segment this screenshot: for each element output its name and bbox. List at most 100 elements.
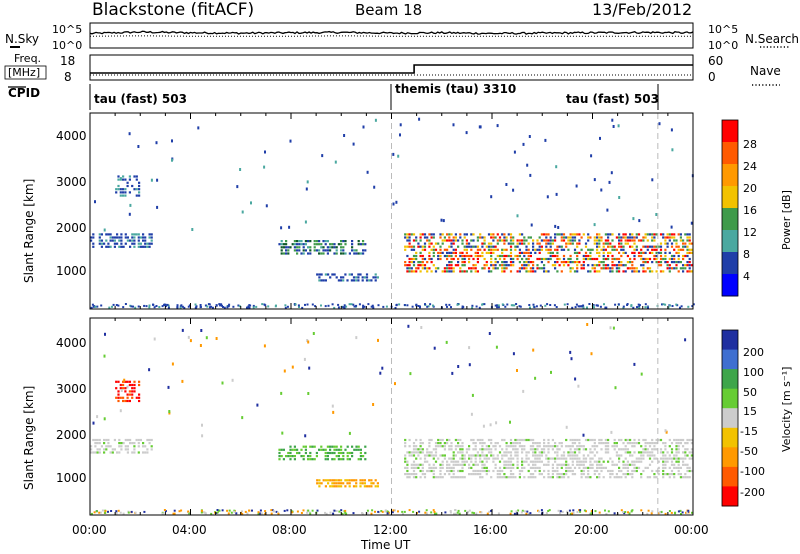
xtick-0000: 00:00 (72, 523, 107, 537)
heatmap-cell (540, 248, 543, 251)
heatmap-cell (362, 249, 365, 252)
ground-scatter-cell (246, 512, 249, 515)
heatmap-cell (138, 383, 141, 387)
heatmap-cell (487, 270, 491, 273)
heatmap-cell (673, 457, 676, 460)
heatmap-cell (406, 473, 409, 476)
heatmap-cell (90, 239, 93, 242)
heatmap-cell (419, 233, 422, 236)
heatmap-cell (558, 442, 561, 445)
ground-scatter-cell (199, 306, 202, 309)
heatmap-cell (443, 248, 446, 251)
ground-scatter-cell (344, 509, 347, 512)
ground-scatter-cell (179, 306, 182, 309)
heatmap-cell (651, 261, 654, 264)
heatmap-cell (434, 267, 438, 270)
vel-ytick-4000: 4000 (56, 336, 87, 350)
heatmap-cell (675, 442, 678, 445)
heatmap-cell (417, 463, 420, 466)
heatmap-cell (626, 442, 629, 445)
heatmap-cell (670, 242, 674, 245)
heatmap-cell (602, 248, 605, 251)
heatmap-cell (587, 248, 590, 251)
heatmap-cell (124, 380, 127, 383)
heatmap-cell (540, 257, 543, 261)
power-ylabel: Slant Range [km] (22, 179, 36, 283)
heatmap-cell (657, 245, 660, 248)
heatmap-cell (133, 175, 136, 178)
heatmap-cell (631, 261, 634, 264)
heatmap-cell (620, 254, 623, 258)
heatmap-cell (549, 245, 552, 248)
heatmap-cell (607, 245, 610, 248)
ground-scatter-cell (535, 305, 538, 308)
heatmap-cell (551, 473, 554, 476)
ground-scatter-cell (275, 510, 278, 513)
heatmap-cell (569, 242, 572, 245)
heatmap-cell (126, 445, 129, 448)
x-axis: 00:00 04:00 08:00 12:00 16:00 20:00 00:0… (72, 523, 709, 552)
heatmap-cell (443, 445, 446, 448)
sparse-cell (516, 214, 519, 218)
heatmap-cell (622, 248, 625, 251)
heatmap-cell (470, 239, 473, 242)
heatmap-cell (666, 267, 669, 270)
ground-scatter-cell (252, 306, 255, 309)
ground-scatter-cell (244, 510, 247, 513)
heatmap-cell (646, 261, 649, 264)
heatmap-cell (498, 473, 502, 476)
heatmap-cell (481, 460, 484, 463)
heatmap-cell (476, 248, 479, 251)
ground-scatter-cell (377, 304, 380, 307)
heatmap-cell (117, 188, 120, 191)
heatmap-cell (355, 276, 358, 279)
ground-scatter-cell (311, 303, 314, 306)
ground-scatter-cell (579, 509, 582, 512)
heatmap-cell (516, 442, 519, 445)
heatmap-cell (642, 270, 645, 273)
heatmap-cell (558, 473, 561, 476)
heatmap-cell (448, 267, 451, 270)
heatmap-cell (635, 469, 638, 473)
heatmap-cell (521, 233, 524, 236)
heatmap-cell (441, 466, 444, 469)
heatmap-cell (505, 254, 508, 258)
heatmap-cell (351, 451, 354, 455)
heatmap-cell (459, 267, 462, 270)
heatmap-cell (419, 261, 422, 264)
sparse-cell (352, 142, 355, 146)
heatmap-cell (651, 438, 654, 442)
heatmap-cell (428, 254, 431, 258)
heatmap-cell (646, 239, 649, 242)
heatmap-cell (465, 451, 468, 454)
heatmap-cell (439, 463, 442, 466)
heatmap-cell (629, 257, 632, 261)
heatmap-cell (686, 254, 689, 258)
heatmap-cell (131, 396, 134, 399)
heatmap-cell (490, 242, 493, 245)
ground-scatter-cell (475, 512, 478, 515)
heatmap-cell (637, 251, 641, 254)
heatmap-cell (567, 451, 570, 454)
heatmap-cell (615, 476, 618, 479)
heatmap-cell (648, 463, 652, 466)
ground-scatter-cell (180, 509, 183, 512)
heatmap-cell (346, 451, 349, 455)
heatmap-cell (344, 448, 347, 451)
heatmap-cell (525, 454, 528, 457)
cpid-strip: CPID tau (fast) 503 themis (tau) 3310 ta… (8, 82, 659, 110)
sparse-cell (377, 338, 379, 342)
heatmap-cell (554, 254, 557, 258)
heatmap-cell (573, 466, 577, 469)
heatmap-cell (368, 479, 371, 482)
heatmap-cell (567, 239, 570, 242)
heatmap-cell (450, 442, 453, 445)
heatmap-cell (452, 466, 455, 469)
heatmap-cell (578, 442, 581, 445)
heatmap-cell (682, 457, 685, 460)
heatmap-cell (521, 457, 524, 460)
ground-scatter-cell (370, 305, 373, 308)
heatmap-cell (410, 466, 413, 469)
ground-scatter-cell (228, 509, 231, 512)
heatmap-cell (682, 245, 685, 248)
